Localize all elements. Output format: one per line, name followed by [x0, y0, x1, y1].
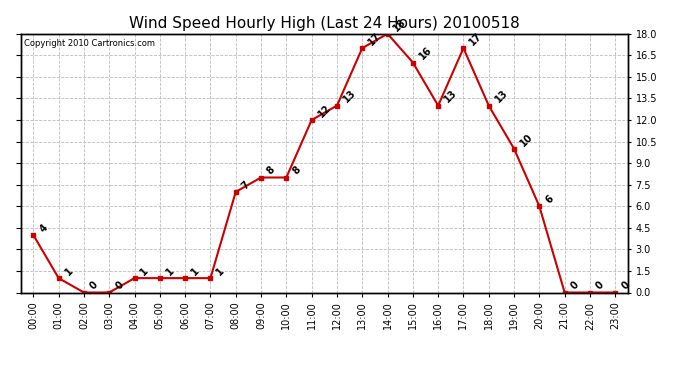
Text: 0: 0 — [620, 280, 631, 292]
Text: 17: 17 — [366, 31, 383, 47]
Text: 16: 16 — [417, 45, 433, 62]
Text: 13: 13 — [442, 88, 459, 105]
Text: 6: 6 — [544, 194, 555, 206]
Text: 7: 7 — [240, 179, 252, 191]
Text: 1: 1 — [189, 266, 201, 278]
Text: 8: 8 — [290, 165, 302, 177]
Text: 1: 1 — [139, 266, 150, 278]
Text: 0: 0 — [569, 280, 581, 292]
Text: 17: 17 — [468, 31, 484, 47]
Title: Wind Speed Hourly High (Last 24 Hours) 20100518: Wind Speed Hourly High (Last 24 Hours) 2… — [129, 16, 520, 31]
Text: 0: 0 — [594, 280, 606, 292]
Text: 0: 0 — [113, 280, 126, 292]
Text: 13: 13 — [493, 88, 509, 105]
Text: 0: 0 — [88, 280, 100, 292]
Text: 1: 1 — [164, 266, 176, 278]
Text: 10: 10 — [518, 131, 535, 148]
Text: 1: 1 — [63, 266, 75, 278]
Text: 4: 4 — [37, 222, 50, 234]
Text: Copyright 2010 Cartronics.com: Copyright 2010 Cartronics.com — [23, 39, 155, 48]
Text: 18: 18 — [392, 16, 408, 33]
Text: 1: 1 — [215, 266, 226, 278]
Text: 8: 8 — [265, 165, 277, 177]
Text: 13: 13 — [341, 88, 357, 105]
Text: 12: 12 — [316, 103, 333, 119]
